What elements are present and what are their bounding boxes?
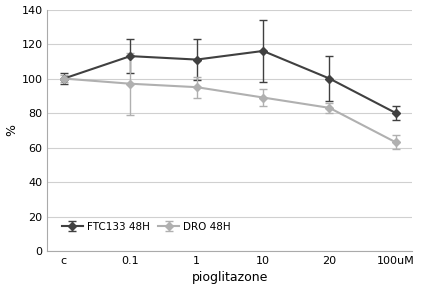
Y-axis label: %: % (5, 124, 19, 136)
X-axis label: pioglitazone: pioglitazone (192, 271, 268, 284)
Legend: FTC133 48H, DRO 48H: FTC133 48H, DRO 48H (60, 220, 233, 234)
